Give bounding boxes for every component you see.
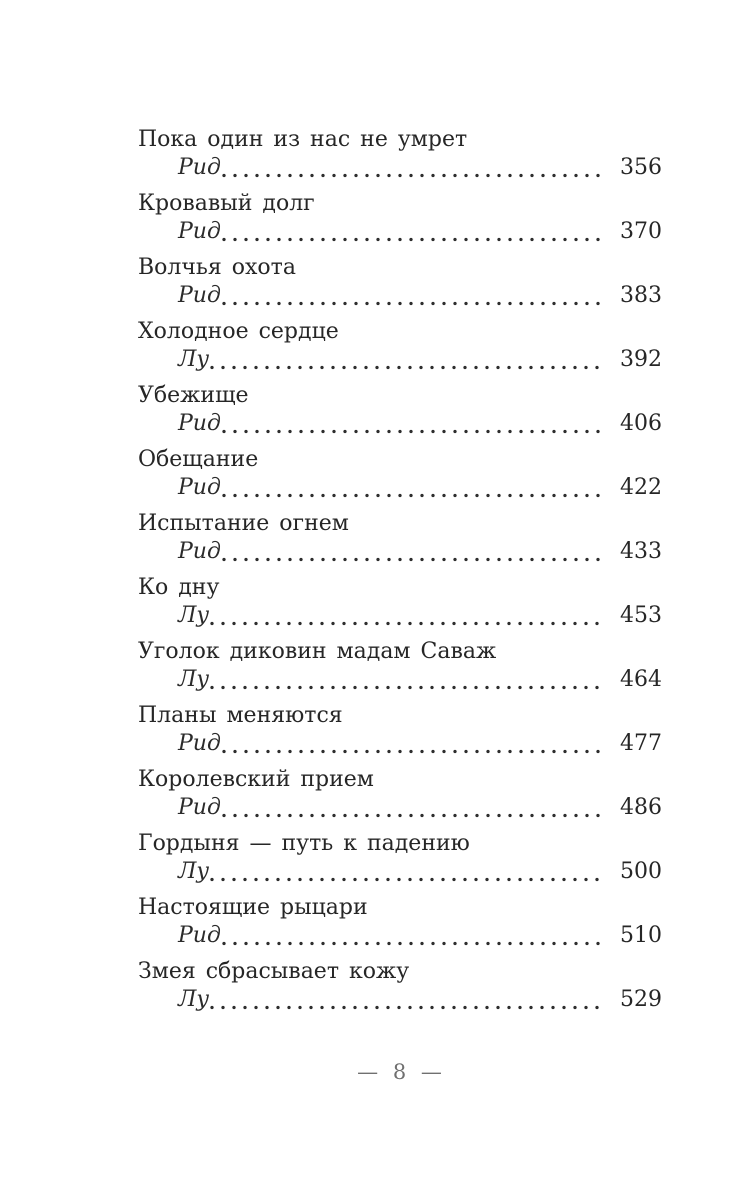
toc-entry-leader-row: Рид 383 xyxy=(138,282,662,310)
toc-entry-leader-row: Лу 464 xyxy=(138,666,662,694)
dot-leader xyxy=(221,557,602,562)
chapter-title: Уголок диковин мадам Саваж xyxy=(138,639,497,664)
dot-leader xyxy=(221,301,602,306)
chapter-narrator: Рид xyxy=(178,155,221,180)
toc-entry-leader-row: Лу 500 xyxy=(138,858,662,886)
dot-leader xyxy=(210,685,602,690)
toc-entry-leader-row: Рид 477 xyxy=(138,730,662,758)
dot-leader xyxy=(210,365,602,370)
toc-entry-leader-row: Лу 453 xyxy=(138,602,662,630)
chapter-page-number: 510 xyxy=(620,923,662,948)
chapter-title: Кровавый долг xyxy=(138,191,315,216)
chapter-narrator: Рид xyxy=(178,795,221,820)
chapter-narrator: Рид xyxy=(178,411,221,436)
chapter-narrator: Лу xyxy=(178,347,210,372)
toc-entry: Планы меняются Рид 477 xyxy=(138,702,662,758)
chapter-title: Обещание xyxy=(138,447,259,472)
chapter-page-number: 422 xyxy=(620,475,662,500)
chapter-page-number: 500 xyxy=(620,859,662,884)
chapter-narrator: Лу xyxy=(178,603,210,628)
toc-entry: Уголок диковин мадам Саваж Лу 464 xyxy=(138,638,662,694)
chapter-narrator: Лу xyxy=(178,859,210,884)
dot-leader xyxy=(221,429,602,434)
toc-entry: Испытание огнем Рид 433 xyxy=(138,510,662,566)
chapter-title: Настоящие рыцари xyxy=(138,895,368,920)
toc-entry-leader-row: Рид 406 xyxy=(138,410,662,438)
chapter-page-number: 453 xyxy=(620,603,662,628)
dot-leader xyxy=(221,941,602,946)
toc-entry: Ко дну Лу 453 xyxy=(138,574,662,630)
toc-entry-leader-row: Лу 392 xyxy=(138,346,662,374)
chapter-page-number: 433 xyxy=(620,539,662,564)
toc-entry-leader-row: Лу 529 xyxy=(138,986,662,1014)
table-of-contents: Пока один из нас не умрет Рид 356 Кровав… xyxy=(138,126,662,1084)
chapter-title: Королевский прием xyxy=(138,767,374,792)
chapter-narrator: Рид xyxy=(178,923,221,948)
dot-leader xyxy=(221,493,602,498)
toc-entry-leader-row: Рид 486 xyxy=(138,794,662,822)
chapter-narrator: Лу xyxy=(178,667,210,692)
toc-entry: Пока один из нас не умрет Рид 356 xyxy=(138,126,662,182)
chapter-page-number: 529 xyxy=(620,987,662,1012)
dot-leader xyxy=(221,173,602,178)
chapter-page-number: 356 xyxy=(620,155,662,180)
chapter-title: Змея сбрасывает кожу xyxy=(138,959,410,984)
chapter-page-number: 464 xyxy=(620,667,662,692)
toc-entry: Гордыня — путь к падению Лу 500 xyxy=(138,830,662,886)
toc-entry: Королевский прием Рид 486 xyxy=(138,766,662,822)
dot-leader xyxy=(210,621,602,626)
chapter-page-number: 486 xyxy=(620,795,662,820)
chapter-narrator: Лу xyxy=(178,987,210,1012)
chapter-title: Волчья охота xyxy=(138,255,296,280)
dot-leader xyxy=(221,237,602,242)
chapter-title: Холодное сердце xyxy=(138,319,339,344)
chapter-title: Убежище xyxy=(138,383,249,408)
dot-leader xyxy=(210,877,602,882)
toc-entry-leader-row: Рид 370 xyxy=(138,218,662,246)
toc-entry: Волчья охота Рид 383 xyxy=(138,254,662,310)
toc-entry: Холодное сердце Лу 392 xyxy=(138,318,662,374)
toc-entry-leader-row: Рид 433 xyxy=(138,538,662,566)
chapter-narrator: Рид xyxy=(178,539,221,564)
chapter-title: Планы меняются xyxy=(138,703,343,728)
toc-entry: Змея сбрасывает кожу Лу 529 xyxy=(138,958,662,1014)
toc-entry: Убежище Рид 406 xyxy=(138,382,662,438)
dot-leader xyxy=(221,813,602,818)
chapter-title: Гордыня — путь к падению xyxy=(138,831,470,856)
chapter-page-number: 370 xyxy=(620,219,662,244)
chapter-title: Ко дну xyxy=(138,575,220,600)
chapter-narrator: Рид xyxy=(178,219,221,244)
chapter-page-number: 477 xyxy=(620,731,662,756)
chapter-narrator: Рид xyxy=(178,475,221,500)
toc-entry: Кровавый долг Рид 370 xyxy=(138,190,662,246)
chapter-page-number: 392 xyxy=(620,347,662,372)
toc-entry-leader-row: Рид 356 xyxy=(138,154,662,182)
chapter-page-number: 383 xyxy=(620,283,662,308)
toc-entry: Настоящие рыцари Рид 510 xyxy=(138,894,662,950)
chapter-title: Испытание огнем xyxy=(138,511,349,536)
toc-entry-leader-row: Рид 422 xyxy=(138,474,662,502)
chapter-narrator: Рид xyxy=(178,283,221,308)
page-number-folio: — 8 — xyxy=(357,1060,443,1084)
chapter-narrator: Рид xyxy=(178,731,221,756)
toc-entry: Обещание Рид 422 xyxy=(138,446,662,502)
toc-entry-leader-row: Рид 510 xyxy=(138,922,662,950)
dot-leader xyxy=(221,749,602,754)
dot-leader xyxy=(210,1005,602,1010)
chapter-title: Пока один из нас не умрет xyxy=(138,127,468,152)
chapter-page-number: 406 xyxy=(620,411,662,436)
